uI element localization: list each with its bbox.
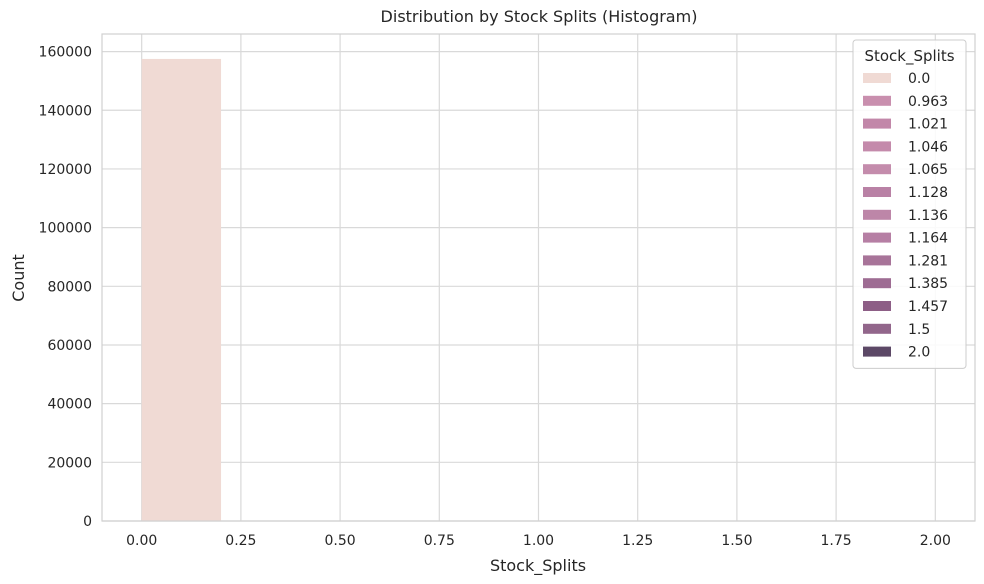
legend-title: Stock_Splits [864, 47, 954, 66]
legend-entry-label: 0.0 [908, 71, 930, 87]
y-tick-label: 140000 [39, 103, 92, 119]
x-tick-label: 2.00 [920, 533, 951, 549]
y-tick-label: 60000 [47, 338, 92, 354]
x-tick-label: 0.25 [225, 533, 256, 549]
legend-entry-label: 1.5 [908, 322, 930, 338]
x-tick-label: 1.25 [622, 533, 653, 549]
y-tick-label: 80000 [47, 279, 92, 295]
y-tick-label: 100000 [39, 221, 92, 237]
legend-entry-label: 1.136 [908, 208, 948, 224]
y-axis-label: Count [9, 254, 28, 302]
legend-swatch [863, 255, 891, 266]
plot-frame [101, 33, 976, 522]
legend-swatch [863, 346, 891, 357]
x-tick-label: 1.00 [523, 533, 554, 549]
legend-swatch [863, 95, 891, 106]
legend-swatch [863, 323, 891, 334]
legend-swatch [863, 118, 891, 129]
x-tick-label: 1.50 [721, 533, 752, 549]
y-tick-label: 0 [83, 514, 92, 530]
legend-swatch [863, 301, 891, 311]
y-tick-label: 20000 [47, 455, 92, 471]
y-tick-label: 40000 [47, 397, 92, 413]
legend-entry-label: 1.457 [908, 299, 948, 315]
legend-entry-label: 1.065 [908, 162, 948, 178]
legend-swatch [863, 232, 891, 243]
legend-box [852, 39, 967, 369]
legend-entry-label: 2.0 [908, 345, 930, 361]
legend: Stock_Splits 0.0 0.963 1.021 1.046 1.065 1.128… [852, 39, 967, 369]
legend-entry-label: 1.385 [908, 276, 948, 292]
legend-entry-label: 1.046 [908, 139, 948, 155]
x-tick-label: 0.50 [325, 533, 356, 549]
y-tick-label: 160000 [39, 45, 92, 61]
chart-title: Distribution by Stock Splits (Histogram) [381, 7, 698, 26]
legend-entry-label: 1.164 [908, 231, 948, 247]
y-tick-label: 120000 [39, 162, 92, 178]
legend-swatch [863, 141, 891, 152]
legend-swatch [863, 73, 891, 83]
legend-swatch [863, 209, 891, 220]
x-tick-label: 0.75 [424, 533, 455, 549]
x-tick-label: 1.75 [821, 533, 852, 549]
histogram-bar [141, 58, 222, 522]
x-tick-label: 0.00 [126, 533, 157, 549]
legend-swatch [863, 187, 891, 197]
x-axis-label: Stock_Splits [490, 556, 586, 576]
legend-swatch [863, 278, 891, 289]
legend-entry-label: 1.021 [908, 117, 948, 133]
legend-entry-label: 0.963 [908, 94, 948, 110]
legend-entry-label: 1.128 [908, 185, 948, 201]
legend-entry-label: 1.281 [908, 253, 948, 269]
legend-swatch [863, 164, 891, 175]
